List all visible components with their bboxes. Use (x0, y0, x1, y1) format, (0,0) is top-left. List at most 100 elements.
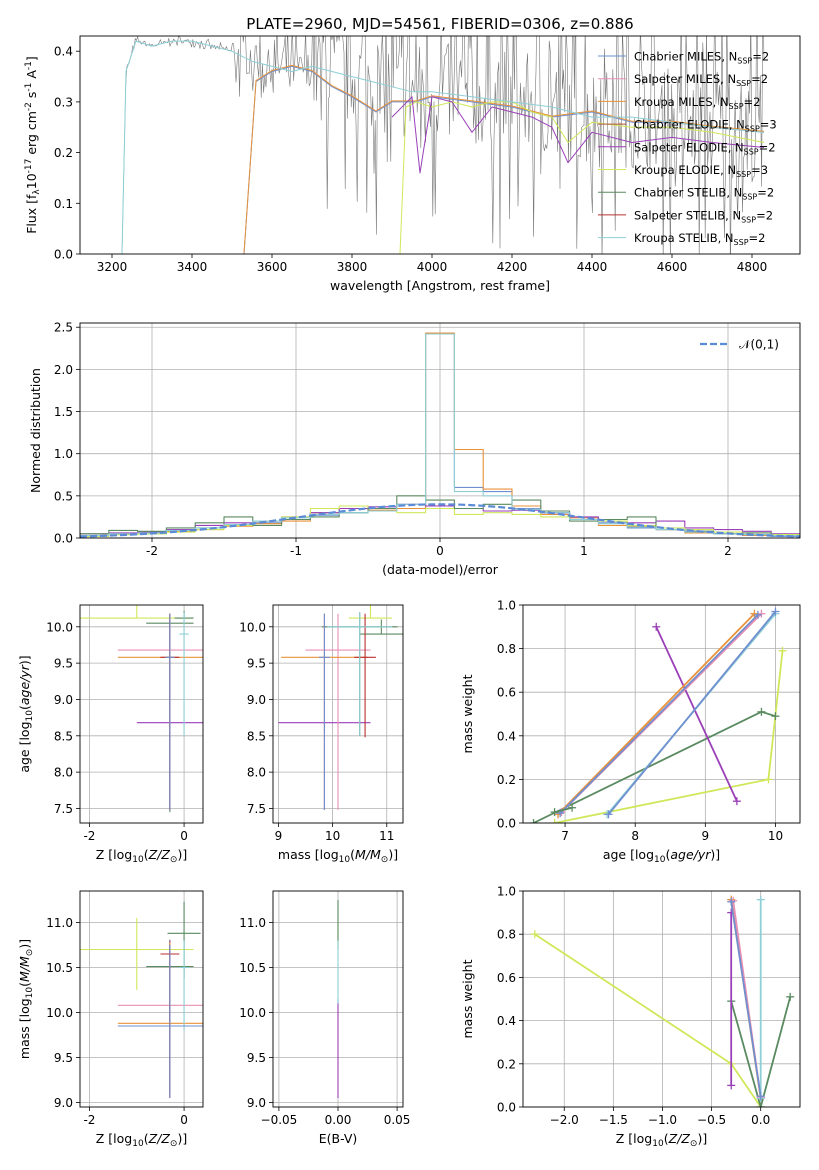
x-tick-label: -2 (83, 829, 95, 843)
model-line-salpeter-elodie (391, 96, 765, 174)
x-tick-label: 4000 (417, 260, 448, 274)
panel-spectrum (121, 36, 765, 254)
y-tick-label: 0.2 (497, 773, 516, 787)
panel-mass_vs_EBV (273, 891, 403, 1107)
x-tick-label: 3600 (257, 260, 288, 274)
x-tick-label: 10 (325, 829, 340, 843)
y-tick-label: 9.0 (247, 693, 266, 707)
y-tick-label: 1.0 (54, 447, 73, 461)
y-tick-label: 7.5 (247, 802, 266, 816)
x-tick-label: 11 (379, 829, 394, 843)
y-tick-label: 0.2 (54, 146, 73, 160)
axes-frame: −2.0 −1.5 −1.0 −0.5 0.0 0.0 0.2 0.4 0.6 0.8 1.0 Z [… (460, 885, 801, 1149)
panel-mass_vs_Z (80, 891, 203, 1107)
weight-marker (753, 610, 762, 619)
panel-age_vs_Z (80, 605, 203, 823)
panel-age_vs_mass (273, 605, 403, 823)
y-tick-label: 9.5 (54, 657, 73, 671)
normal-curve (80, 503, 800, 538)
x-axis-label: mass [log10(M/M⊙)] (278, 847, 398, 865)
x-axis-label: Z [log10(Z/Z⊙)] (96, 847, 187, 865)
weight-marker (764, 775, 773, 784)
weight-marker (756, 1103, 765, 1107)
x-tick-label: 0.00 (325, 1113, 352, 1127)
errorbar-point (348, 605, 393, 619)
legend-entry: Chabrier MILES, NSSP=2 (634, 50, 769, 66)
weight-marker (529, 819, 538, 823)
y-tick-label: 0.0 (54, 248, 73, 262)
x-axis-label: E(B-V) (319, 1131, 358, 1146)
y-axis-label: Normed distribution (28, 368, 43, 493)
weight-marker (778, 646, 787, 655)
weight-marker (756, 1092, 765, 1101)
x-tick-label: 8 (631, 829, 639, 843)
y-tick-label: 10.0 (239, 620, 266, 634)
weight-marker (530, 930, 539, 939)
legend-entry: Kroupa MILES, NSSP=2 (634, 95, 760, 111)
y-tick-label: 0.6 (497, 686, 516, 700)
y-tick-label: 0.4 (497, 1014, 516, 1028)
errorbar-point (179, 940, 189, 1031)
y-tick-label: 9.5 (247, 657, 266, 671)
x-axis-label: wavelength [Angstrom, rest frame] (330, 278, 550, 293)
y-tick-label: 7.5 (54, 802, 73, 816)
y-tick-label: 10.0 (46, 620, 73, 634)
y-tick-label: 9.0 (247, 1096, 266, 1110)
weight-marker (786, 992, 795, 1001)
y-tick-label: 9.5 (247, 1051, 266, 1065)
axes-frame: 7 8 9 10 0.0 0.2 0.4 0.6 0.8 1.0 age [log10(age/yr… (460, 599, 801, 865)
errorbar-point (305, 613, 371, 810)
x-tick-label: −1.0 (648, 1113, 677, 1127)
y-tick-label: 11.0 (239, 916, 266, 930)
x-axis-label: (data-model)/error (382, 562, 499, 577)
errorbar-point (165, 613, 175, 810)
weight-line-chabrier-stelib (533, 710, 776, 823)
weight-marker (550, 819, 559, 823)
y-tick-label: 10.5 (239, 961, 266, 975)
y-tick-label: 0.8 (497, 642, 516, 656)
weight-marker (750, 609, 759, 618)
y-tick-label: 2.0 (54, 363, 73, 377)
model-line-kroupa-stelib (121, 40, 765, 254)
x-tick-label: 0 (436, 544, 444, 558)
x-tick-label: 4200 (497, 260, 528, 274)
model-line-kroupa-elodie (399, 101, 765, 254)
panel-weight_vs_Z (523, 890, 800, 1108)
legend-entry: Kroupa ELODIE, NSSP=3 (634, 163, 768, 179)
legend-entry: Salpeter STELIB, NSSP=2 (634, 208, 773, 224)
y-tick-label: 2.5 (54, 321, 73, 335)
y-tick-label: 10.0 (46, 1006, 73, 1020)
y-tick-label: 1.0 (497, 599, 516, 613)
panel-residuals (80, 323, 800, 539)
panel-weight_vs_age (523, 604, 800, 824)
x-tick-label: −1.5 (599, 1113, 628, 1127)
x-tick-label: 2 (724, 544, 732, 558)
x-tick-label: 0.05 (384, 1113, 411, 1127)
plot-area (530, 895, 795, 1107)
weight-line-salpeter-elodie (655, 626, 738, 802)
weight-marker (729, 896, 738, 905)
x-tick-label: 9 (275, 829, 283, 843)
errorbar-point (327, 612, 393, 736)
y-axis-label: mass weight (460, 674, 475, 753)
y-tick-label: 8.5 (54, 729, 73, 743)
x-tick-label: -1 (290, 544, 302, 558)
y-tick-label: 11.0 (46, 916, 73, 930)
y-tick-label: 9.0 (54, 693, 73, 707)
weight-line-kroupa-miles (557, 613, 756, 815)
y-tick-label: 8.0 (247, 766, 266, 780)
y-tick-label: 0.2 (497, 1057, 516, 1071)
weight-marker (771, 607, 780, 616)
x-tick-label: −0.5 (697, 1113, 726, 1127)
plot-area (529, 607, 787, 823)
axes-frame: −0.05 0.00 0.05 9.0 9.5 10.0 10.5 11.0 E(B-V) (239, 890, 411, 1146)
weight-line-chabrier-miles (607, 610, 777, 815)
axes-frame: -2 0 7.5 8.0 8.5 9.0 9.5 10.0 Z [log10(Z/Z⊙)] age… (17, 604, 204, 865)
y-tick-label: 0.0 (497, 1101, 516, 1115)
x-tick-label: 4800 (737, 260, 768, 274)
y-axis-label: mass [log10(M/M⊙)] (17, 939, 35, 1059)
errorbar-point (117, 945, 203, 1098)
weight-line-kroupa-elodie (554, 650, 784, 823)
y-tick-label: 0.8 (497, 928, 516, 942)
